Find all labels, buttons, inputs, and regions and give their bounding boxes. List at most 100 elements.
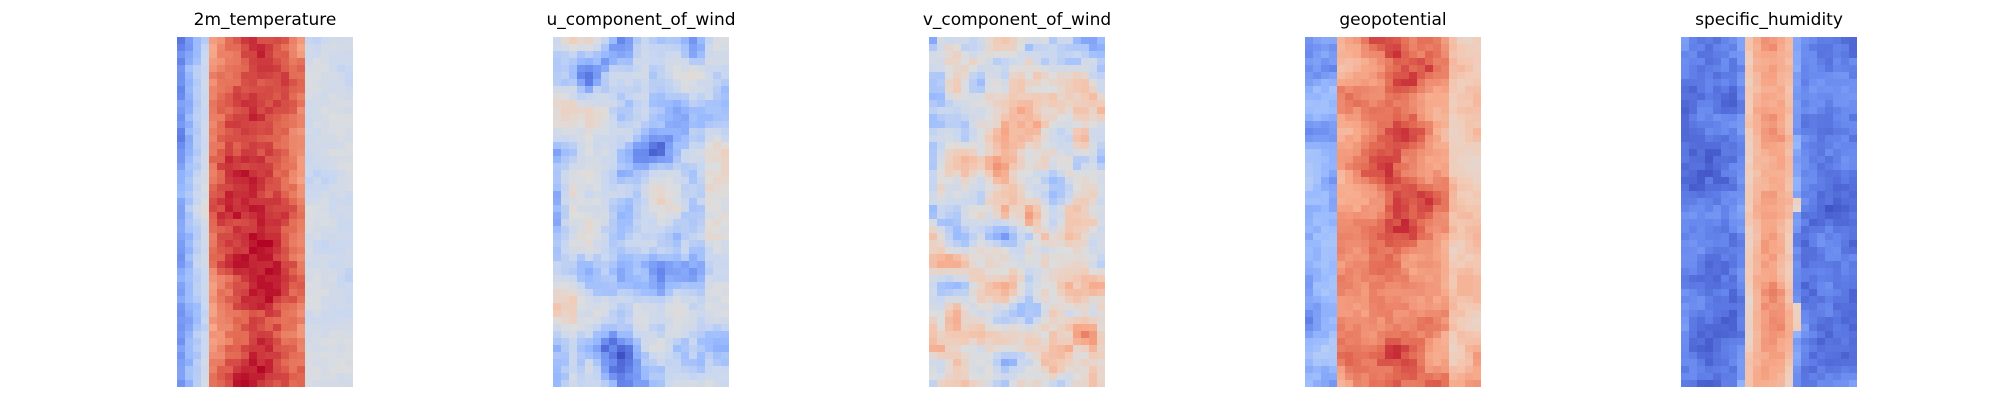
heatmap-cell xyxy=(577,156,586,164)
heatmap-cell xyxy=(1329,226,1338,234)
heatmap-cell xyxy=(649,72,658,80)
heatmap-cell xyxy=(609,366,618,374)
heatmap-cell xyxy=(1009,317,1018,325)
heatmap-cell xyxy=(673,51,682,59)
heatmap-cell xyxy=(929,352,938,360)
heatmap-cell xyxy=(1305,121,1314,129)
heatmap-cell xyxy=(721,100,729,108)
heatmap-cell xyxy=(1321,58,1330,66)
heatmap-cell xyxy=(313,58,322,66)
heatmap-cell xyxy=(1449,114,1458,122)
heatmap-cell xyxy=(1305,114,1314,122)
heatmap-cell xyxy=(657,219,666,227)
heatmap-cell xyxy=(721,212,729,220)
heatmap-cell xyxy=(1025,247,1034,255)
heatmap-cell xyxy=(1793,51,1802,59)
heatmap-cell xyxy=(233,233,242,241)
heatmap-cell xyxy=(1777,93,1786,101)
heatmap-cell xyxy=(1417,359,1426,367)
heatmap-cell xyxy=(1001,191,1010,199)
heatmap-cell xyxy=(201,289,210,297)
panel-u-component-of-wind: u_component_of_wind xyxy=(531,0,751,400)
heatmap-cell xyxy=(1009,226,1018,234)
heatmap-cell xyxy=(1089,275,1098,283)
heatmap-cell xyxy=(329,72,338,80)
heatmap-cell xyxy=(209,149,218,157)
heatmap-cell xyxy=(1457,149,1466,157)
heatmap-cell xyxy=(1441,317,1450,325)
heatmap-cell xyxy=(1745,177,1754,185)
heatmap-cell xyxy=(1401,331,1410,339)
heatmap-cell xyxy=(1713,170,1722,178)
heatmap-cell xyxy=(225,247,234,255)
heatmap-cell xyxy=(1401,289,1410,297)
heatmap-cell xyxy=(233,338,242,346)
heatmap-cell xyxy=(1849,156,1857,164)
heatmap-cell xyxy=(273,366,282,374)
heatmap-cell xyxy=(1825,149,1834,157)
heatmap-cell xyxy=(673,359,682,367)
heatmap-cell xyxy=(1345,191,1354,199)
heatmap-cell xyxy=(1433,359,1442,367)
heatmap-cell xyxy=(225,170,234,178)
heatmap-cell xyxy=(1353,324,1362,332)
heatmap-cell xyxy=(681,107,690,115)
heatmap-cell xyxy=(257,240,266,248)
heatmap-cell xyxy=(681,198,690,206)
heatmap-cell xyxy=(953,149,962,157)
heatmap-cell xyxy=(1345,338,1354,346)
heatmap-cell xyxy=(1745,37,1754,45)
heatmap-cell xyxy=(209,233,218,241)
heatmap-cell xyxy=(257,135,266,143)
heatmap-cell xyxy=(641,212,650,220)
heatmap-cell xyxy=(313,37,322,45)
heatmap-cell xyxy=(1049,345,1058,353)
heatmap-cell xyxy=(1417,128,1426,136)
heatmap-cell xyxy=(1385,345,1394,353)
heatmap-cell xyxy=(193,135,202,143)
heatmap-cell xyxy=(1049,79,1058,87)
heatmap-cell xyxy=(569,65,578,73)
heatmap-cell xyxy=(665,261,674,269)
heatmap-cell xyxy=(1457,156,1466,164)
heatmap-cell xyxy=(1785,184,1794,192)
heatmap-cell xyxy=(1433,107,1442,115)
heatmap-cell xyxy=(193,72,202,80)
heatmap-cell xyxy=(321,366,330,374)
heatmap-cell xyxy=(1809,156,1818,164)
heatmap-cell xyxy=(1465,58,1474,66)
heatmap-cell xyxy=(641,51,650,59)
heatmap-cell xyxy=(217,317,226,325)
heatmap-cell xyxy=(569,275,578,283)
heatmap-cell xyxy=(1849,72,1857,80)
heatmap-cell xyxy=(1345,247,1354,255)
heatmap-cell xyxy=(1681,72,1690,80)
heatmap-cell xyxy=(281,177,290,185)
heatmap-cell xyxy=(193,240,202,248)
heatmap-cell xyxy=(1689,142,1698,150)
heatmap-cell xyxy=(1713,86,1722,94)
heatmap-cell xyxy=(1025,37,1034,45)
heatmap-cell xyxy=(985,191,994,199)
heatmap-cell xyxy=(585,51,594,59)
heatmap-cell xyxy=(569,72,578,80)
heatmap-cell xyxy=(929,226,938,234)
heatmap-cell xyxy=(1361,58,1370,66)
heatmap-cell xyxy=(337,345,346,353)
heatmap-cell xyxy=(929,268,938,276)
heatmap-cell xyxy=(689,156,698,164)
heatmap-cell xyxy=(641,86,650,94)
heatmap-cell xyxy=(1417,282,1426,290)
heatmap-cell xyxy=(1345,79,1354,87)
heatmap-cell xyxy=(1753,219,1762,227)
heatmap-cell xyxy=(985,44,994,52)
heatmap-cell xyxy=(1401,163,1410,171)
heatmap-cell xyxy=(305,359,314,367)
heatmap-cell xyxy=(241,345,250,353)
heatmap-cell xyxy=(625,296,634,304)
heatmap-cell xyxy=(1825,156,1834,164)
heatmap-cell xyxy=(201,366,210,374)
heatmap-cell xyxy=(665,282,674,290)
heatmap-cell xyxy=(697,289,706,297)
heatmap-cell xyxy=(1729,121,1738,129)
